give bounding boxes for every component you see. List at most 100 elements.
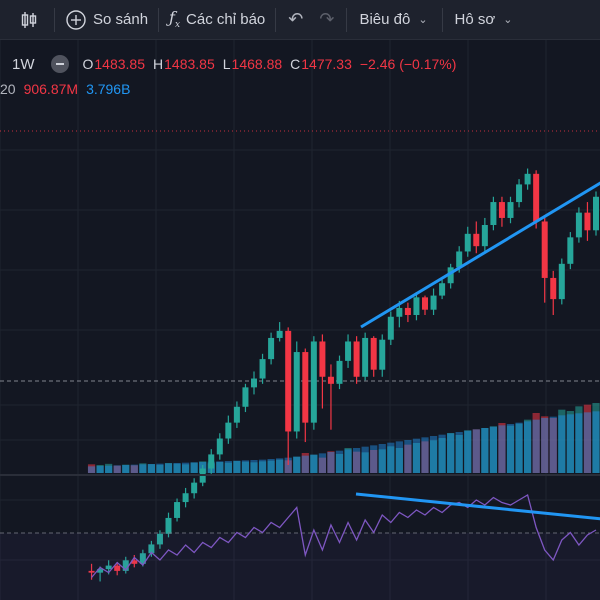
minus-icon bbox=[55, 63, 64, 65]
volume-ma-bar bbox=[353, 448, 361, 473]
candle-body bbox=[139, 553, 146, 564]
volume-bar bbox=[455, 435, 463, 473]
volume-ma-bar bbox=[284, 457, 292, 473]
candle bbox=[533, 170, 540, 229]
volume-ma-bar bbox=[216, 461, 224, 473]
trendline-rsi[interactable] bbox=[355, 492, 600, 521]
undo-button[interactable]: ↶ bbox=[276, 0, 311, 40]
candle-body bbox=[131, 560, 138, 564]
volume-ma-bar bbox=[464, 430, 472, 473]
candle bbox=[370, 336, 377, 377]
candle bbox=[285, 327, 292, 465]
volume-ma-bar bbox=[113, 465, 121, 473]
volume-bar bbox=[318, 457, 326, 473]
candle-body bbox=[541, 221, 548, 278]
low-value: 1468.88 bbox=[231, 56, 283, 72]
volume-bar bbox=[284, 460, 292, 473]
redo-button[interactable]: ↷ bbox=[311, 0, 346, 40]
chevron-down-icon: ⌄ bbox=[418, 14, 428, 26]
candle-body bbox=[490, 202, 497, 225]
volume-ma-bar bbox=[370, 445, 378, 473]
candle bbox=[490, 196, 497, 231]
volume-ma-bar bbox=[387, 442, 395, 473]
volume-bar bbox=[506, 425, 515, 473]
volume-bar bbox=[575, 406, 583, 473]
candle bbox=[225, 415, 232, 444]
collapse-legend-button[interactable] bbox=[50, 55, 69, 73]
high-key: H bbox=[153, 56, 164, 72]
candle bbox=[481, 217, 488, 252]
volume-bar bbox=[173, 463, 181, 473]
volume-ma-bar bbox=[532, 419, 540, 473]
volume-ma-bar bbox=[344, 449, 352, 473]
candle bbox=[404, 302, 411, 323]
candle-body bbox=[310, 341, 317, 423]
volume-ma-bar bbox=[250, 460, 258, 473]
volume-ma-bar bbox=[164, 463, 173, 473]
volume-ma-bar bbox=[147, 464, 155, 473]
indicators-button[interactable]: ƒx Các chỉ báo bbox=[159, 0, 275, 40]
trendline-price[interactable] bbox=[360, 181, 600, 329]
candle-body bbox=[430, 295, 437, 310]
candle bbox=[191, 478, 198, 499]
volume-ma-bar bbox=[122, 465, 130, 473]
volume-bar bbox=[258, 461, 267, 473]
candle-body bbox=[575, 212, 582, 238]
volume-ma-bar bbox=[224, 461, 232, 473]
volume-bar bbox=[395, 448, 403, 473]
candle-body bbox=[567, 237, 574, 264]
volume-bar bbox=[130, 465, 138, 473]
candle bbox=[413, 292, 420, 321]
chevron-down-icon: ⌄ bbox=[503, 14, 513, 26]
volume-bar bbox=[301, 453, 309, 473]
volume-bar bbox=[412, 443, 421, 473]
volume-ma-bar bbox=[361, 446, 369, 473]
volume-bar bbox=[105, 463, 113, 473]
candle-body bbox=[593, 196, 599, 231]
volume-bar bbox=[447, 433, 455, 473]
open-value: 1483.85 bbox=[94, 56, 145, 72]
timeframe-label[interactable]: 1W bbox=[12, 55, 35, 73]
volume-bar bbox=[327, 451, 335, 473]
candle-body bbox=[558, 263, 565, 300]
volume-ma-bar bbox=[318, 453, 326, 473]
candle bbox=[310, 336, 317, 430]
volume-bar bbox=[190, 462, 198, 473]
volume-ma-bar bbox=[558, 415, 566, 473]
profile-menu-button[interactable]: Hô sơ ⌄ bbox=[443, 0, 523, 40]
rsi-line bbox=[91, 494, 597, 578]
volume-bar bbox=[113, 465, 121, 473]
candle bbox=[251, 371, 257, 395]
candle-body bbox=[336, 360, 343, 384]
volume-ma-bar bbox=[583, 412, 592, 473]
chart-menu-button[interactable]: Biêu đô ⌄ bbox=[347, 0, 441, 40]
plus-circle-icon bbox=[66, 9, 86, 30]
undo-icon: ↶ bbox=[288, 9, 304, 29]
candle-body bbox=[216, 438, 223, 455]
volume-ma-bar bbox=[327, 452, 335, 473]
candle bbox=[114, 562, 121, 576]
volume-ma-bar bbox=[438, 434, 446, 473]
candle bbox=[593, 191, 599, 236]
volume-ma-bar bbox=[378, 444, 386, 473]
candle-body bbox=[507, 202, 514, 218]
volume-bar bbox=[498, 423, 506, 473]
candle-style-button[interactable] bbox=[0, 0, 54, 40]
candle-body bbox=[379, 339, 386, 370]
candle-body bbox=[242, 387, 249, 407]
volume-ma-bar bbox=[429, 436, 438, 473]
top-toolbar: So sánh ƒx Các chỉ báo ↶ ↷ Biêu đô ⌄ Hô … bbox=[0, 0, 600, 40]
candle bbox=[268, 332, 275, 365]
open-key: O bbox=[82, 56, 94, 72]
candle-body bbox=[276, 330, 283, 338]
candle-body bbox=[550, 277, 557, 300]
volume-bar bbox=[147, 464, 155, 473]
candles bbox=[88, 168, 599, 582]
compare-button[interactable]: So sánh bbox=[55, 0, 158, 40]
candle bbox=[139, 549, 146, 567]
volume-bar bbox=[241, 461, 250, 473]
candle-body bbox=[473, 233, 480, 247]
volume-ma-bar bbox=[489, 426, 497, 473]
candle-body bbox=[439, 283, 446, 296]
